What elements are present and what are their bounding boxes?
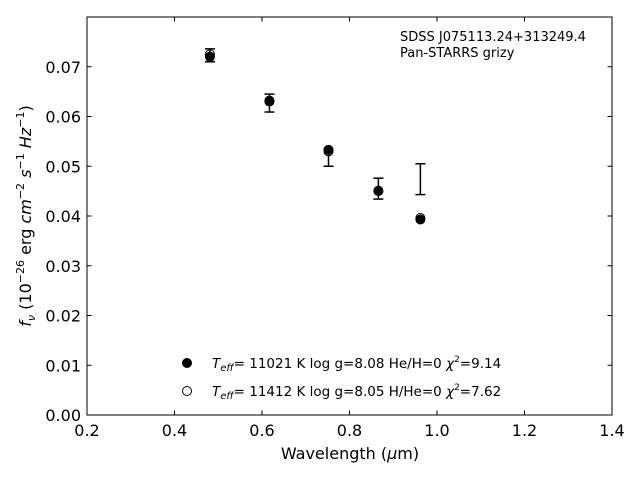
legend-filled-circle-icon xyxy=(182,358,192,368)
filled-point xyxy=(204,51,215,62)
legend-2-chi: χ xyxy=(445,384,455,400)
legend-1-p2: =9.14 xyxy=(460,356,501,372)
y-axis-label: fν (10−26 erg cm−2 s−1 Hz−1) xyxy=(14,105,38,326)
legend-2-t: T xyxy=(212,384,222,400)
y-tick-label: 0.03 xyxy=(45,257,81,276)
legend-2-sub: eff xyxy=(220,391,235,402)
legend-1-sup: 2 xyxy=(454,355,460,365)
legend-1-chi: χ xyxy=(445,356,455,372)
y-tick-label: 0.01 xyxy=(45,356,81,375)
legend-entry-2: Teff= 11412 K log g=8.05 H/He=0 χ2=7.62 xyxy=(212,383,501,402)
x-tick-label: 0.2 xyxy=(74,421,99,440)
x-axis-ticks: 0.2 0.4 0.6 0.8 1.0 1.2 1.4 xyxy=(74,17,625,440)
open-point xyxy=(323,146,334,157)
open-point xyxy=(373,186,384,197)
annotation-line2: Pan-STARRS grizy xyxy=(400,46,515,61)
y-tick-label: 0.04 xyxy=(45,207,81,226)
x-tick-label: 0.4 xyxy=(162,421,187,440)
y-tick-label: 0.00 xyxy=(45,406,81,425)
legend-1-t: T xyxy=(212,356,222,372)
legend-entry-1: Teff= 11021 K log g=8.08 He/H=0 χ2=9.14 xyxy=(212,355,501,374)
y-tick-label: 0.02 xyxy=(45,307,81,326)
y-tick-label: 0.06 xyxy=(45,108,81,127)
open-point xyxy=(415,212,426,223)
legend-open-circle-icon xyxy=(182,386,192,396)
x-tick-label: 1.2 xyxy=(512,421,537,440)
annotation-line1: SDSS J075113.24+313249.4 xyxy=(400,30,586,45)
x-tick-label: 1.4 xyxy=(599,421,624,440)
open-point xyxy=(204,49,215,60)
legend-2-sup: 2 xyxy=(454,383,460,393)
y-tick-label: 0.05 xyxy=(45,157,81,176)
svg-text:fν (10−26 erg cm−2 s−1 Hz−1): fν (10−26 erg cm−2 s−1 Hz−1) xyxy=(14,105,38,326)
legend-2-p2: =7.62 xyxy=(460,384,501,400)
legend-1-sub: eff xyxy=(220,363,235,374)
y-axis-ticks: 0.00 0.01 0.02 0.03 0.04 0.05 0.06 0.07 xyxy=(45,58,612,425)
plot-area xyxy=(86,16,613,416)
y-tick-label: 0.07 xyxy=(45,58,81,77)
x-tick-label: 1.0 xyxy=(424,421,449,440)
legend: Teff= 11021 K log g=8.08 He/H=0 χ2=9.14 … xyxy=(182,355,501,402)
open-point xyxy=(264,96,275,107)
model-points xyxy=(204,49,426,225)
x-tick-label: 0.8 xyxy=(337,421,362,440)
x-axis-label: Wavelength (μm) xyxy=(281,444,419,463)
legend-2-p1: = 11412 K log g=8.05 H/He=0 xyxy=(234,384,446,400)
legend-1-p1: = 11021 K log g=8.08 He/H=0 xyxy=(234,356,446,372)
x-tick-label: 0.6 xyxy=(249,421,274,440)
